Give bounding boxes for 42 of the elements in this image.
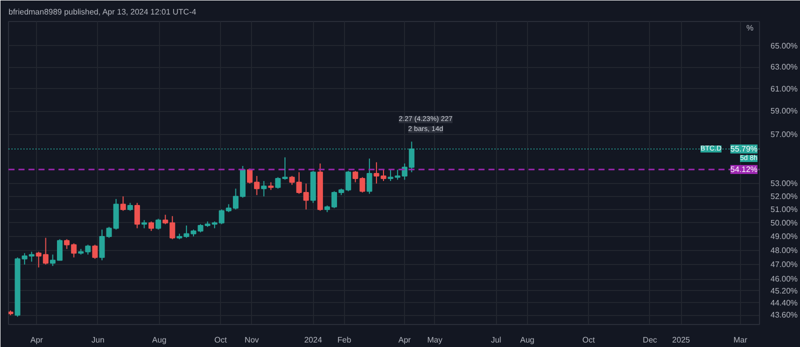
- y-tick-label: 50.00%: [770, 218, 798, 228]
- x-tick-label: Mar: [734, 336, 748, 344]
- y-tick-label: 63.00%: [770, 62, 798, 72]
- candlestick: [92, 244, 98, 260]
- candlestick: [148, 220, 154, 232]
- text: bfriedman8989 published, Apr 13, 2024 12:01 UTC-4: [8, 8, 197, 16]
- y-tick-label: 49.00%: [770, 232, 798, 241]
- x-tick-label: Nov: [244, 336, 259, 344]
- candlestick: [120, 196, 126, 212]
- y-tick-label: 57.00%: [770, 130, 798, 139]
- x-tick-label: May: [427, 336, 442, 344]
- x-tick-label: Jun: [92, 336, 104, 344]
- x-tick-label: Aug: [152, 336, 166, 344]
- x-tick-label: Jul: [490, 336, 502, 344]
- x-tick-label: Oct: [582, 336, 596, 344]
- y-tick-label: 43.60%: [770, 310, 798, 320]
- x-tick-label: Dec: [642, 336, 658, 344]
- y-tick-label: 46.00%: [770, 274, 798, 284]
- candlestick: [134, 202, 140, 229]
- y-tick-label: 61.00%: [770, 84, 798, 94]
- y-tick-label: 51.00%: [770, 204, 798, 214]
- x-tick-label: Oct: [214, 336, 228, 344]
- annotation: %: [746, 24, 754, 32]
- y-tick-label: 65.00%: [770, 41, 798, 50]
- candlestick: [156, 218, 162, 230]
- ref-line-label: 54.12%: [730, 164, 758, 174]
- y-tick-label: 45.20%: [770, 286, 798, 296]
- y-tick-label: 44.40%: [770, 298, 798, 308]
- x-tick-label: Apr: [30, 336, 44, 344]
- y-tick-label: 53.00%: [770, 179, 798, 188]
- x-tick-label: 2025: [672, 336, 691, 344]
- x-tick-label: Feb: [337, 336, 352, 344]
- candlestick: [261, 180, 267, 197]
- candlestick: [366, 158, 372, 194]
- y-tick-label: 47.00%: [770, 260, 798, 270]
- y-tick-label: 59.00%: [770, 106, 798, 116]
- x-tick-label: 2024: [304, 336, 323, 344]
- y-tick-label: 48.00%: [770, 246, 798, 255]
- x-tick-label: Apr: [398, 336, 412, 344]
- y-tick-label: 52.00%: [770, 192, 798, 201]
- ref-line-label: 55.79%: [730, 144, 758, 154]
- x-tick-label: Aug: [520, 336, 534, 344]
